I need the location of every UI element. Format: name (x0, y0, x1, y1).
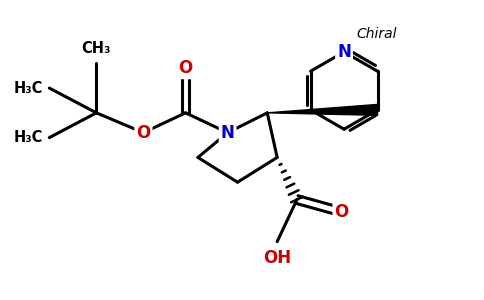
Text: O: O (334, 203, 348, 221)
Polygon shape (267, 104, 378, 115)
Text: H₃C: H₃C (14, 130, 44, 145)
Text: CH₃: CH₃ (82, 41, 111, 56)
Text: N: N (221, 124, 235, 142)
Text: Chiral: Chiral (356, 27, 396, 40)
Text: O: O (136, 124, 151, 142)
Text: H₃C: H₃C (14, 81, 44, 96)
Text: N: N (337, 43, 351, 61)
Text: O: O (179, 59, 193, 77)
Text: OH: OH (263, 249, 291, 267)
